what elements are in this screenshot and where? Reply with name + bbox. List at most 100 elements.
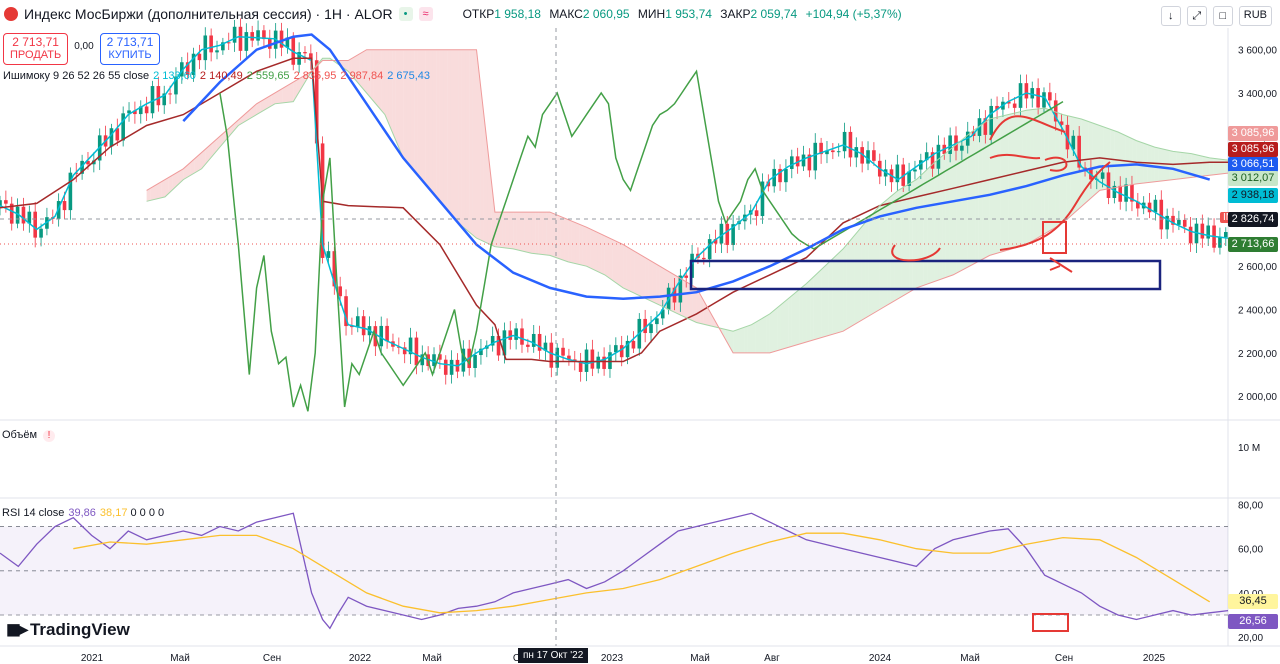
rsi-tick-label: 80,00 [1238, 500, 1263, 511]
cloud-segment [428, 49, 433, 193]
fullscreen-icon[interactable]: ⤢ [1186, 6, 1207, 26]
candle-body [707, 239, 712, 260]
candle-body [578, 361, 583, 372]
cloud-segment [344, 60, 349, 72]
red-annotation-curve-5[interactable] [999, 161, 1111, 251]
candle-body [1077, 135, 1081, 168]
cloud-segment [274, 90, 279, 104]
cloud-segment [1213, 158, 1218, 175]
candle-body [766, 181, 771, 187]
candle-body [608, 352, 612, 369]
cloud-segment [1191, 153, 1196, 178]
red-annotation-curve-1[interactable] [891, 244, 941, 262]
cloud-segment [186, 162, 191, 178]
symbol-title[interactable]: Индекс МосБиржи (дополнительная сессия) … [24, 6, 393, 22]
tradingview-logo: ◼▸ TradingView [6, 619, 130, 639]
user-drawings[interactable] [689, 115, 1162, 632]
candle-body [221, 42, 225, 51]
candle-body [420, 354, 425, 366]
cloud-segment [278, 88, 283, 104]
cloud-segment [942, 153, 946, 279]
cloud-segment [190, 159, 195, 176]
cloud-segment [898, 188, 902, 299]
market-status-icon[interactable]: • [398, 7, 413, 21]
candle-body [1036, 88, 1040, 108]
candle-body [555, 347, 559, 368]
sell-button[interactable]: 2 713,71 ПРОДАТЬ [3, 33, 69, 65]
candle-body [825, 150, 829, 155]
data-status-icon[interactable]: ≈ [418, 7, 433, 21]
candle-body [86, 160, 90, 165]
ichimoku-legend[interactable]: Ишимоку 9 26 52 26 55 close 2 133,60 2 140… [3, 70, 431, 82]
maximize-icon[interactable]: □ [1212, 6, 1233, 26]
time-tick-label: Май [422, 653, 442, 664]
cloud-segment [450, 49, 455, 219]
cloud-segment [300, 75, 305, 90]
candle-body [209, 35, 213, 53]
cloud-segment [883, 199, 888, 308]
candle-body [725, 223, 730, 245]
cloud-segment [612, 239, 616, 283]
candle-body [4, 200, 8, 204]
warning-icon[interactable]: ! [43, 430, 56, 442]
candle-body [33, 211, 37, 238]
cloud-segment [740, 327, 745, 353]
cloud-segment [788, 295, 792, 348]
candle-body [39, 228, 43, 238]
candle-body [127, 110, 131, 114]
buy-button[interactable]: 2 713,71 КУПИТЬ [99, 33, 161, 65]
red-annotation-curve-4[interactable] [989, 153, 1041, 160]
cloud-segment [799, 286, 803, 345]
candle-body [543, 342, 548, 351]
cloud-segment [648, 259, 653, 302]
cloud-segment [986, 118, 990, 258]
cloud-segment [700, 294, 704, 325]
red-arrow[interactable] [1049, 257, 1073, 273]
currency-selector[interactable]: RUB [1238, 6, 1272, 26]
candle-body [21, 206, 26, 224]
candle-body [678, 275, 683, 303]
candle-body [907, 171, 911, 186]
time-tick-label: 2023 [601, 653, 624, 664]
cloud-segment [553, 213, 558, 259]
cloud-segment [322, 58, 327, 61]
candle-body [702, 257, 706, 260]
rsi-line [0, 512, 1229, 630]
cloud-segment [619, 242, 624, 288]
cloud-segment [780, 301, 785, 350]
cloud-segment [1173, 151, 1177, 180]
rsi-legend[interactable]: RSI 14 close 39,86 38,17 0 0 0 0 [2, 507, 165, 519]
cloud-segment [791, 292, 796, 347]
cloud-segment [472, 49, 477, 239]
candle-body [479, 348, 483, 356]
candle-body [15, 206, 20, 224]
price-tick-label: 2 200,00 [1238, 349, 1277, 360]
cloud-segment [604, 235, 609, 278]
rsi-low-highlight[interactable] [1032, 613, 1069, 632]
price-tag-tenkan: 2 938,18 [1228, 188, 1278, 203]
cloud-segment [1224, 159, 1228, 174]
cloud-segment [1195, 154, 1199, 178]
candle-body [1083, 167, 1087, 169]
red-annotation-curve-2[interactable] [989, 115, 1066, 141]
candle-body [1171, 215, 1175, 225]
candle-body [995, 105, 999, 110]
crosshair-date-label: пн 17 Окт '22 [518, 648, 589, 663]
candle-body [895, 164, 900, 183]
candle-body [813, 142, 818, 171]
candle-body [1106, 172, 1111, 198]
candle-body [156, 86, 161, 106]
support-zone-rectangle[interactable] [689, 259, 1162, 291]
red-annotation-curve-3[interactable] [1044, 156, 1068, 172]
cloud-segment [1165, 149, 1170, 181]
cloud-segment [1033, 108, 1038, 241]
download-icon[interactable]: ↓ [1160, 6, 1181, 26]
candle-body [350, 326, 354, 328]
cloud-segment [241, 113, 246, 124]
volume-legend[interactable]: Объём! [2, 429, 56, 442]
cloud-segment [406, 49, 411, 167]
cloud-segment [285, 84, 290, 103]
candle-body [1006, 101, 1011, 104]
cloud-segment [758, 318, 763, 353]
